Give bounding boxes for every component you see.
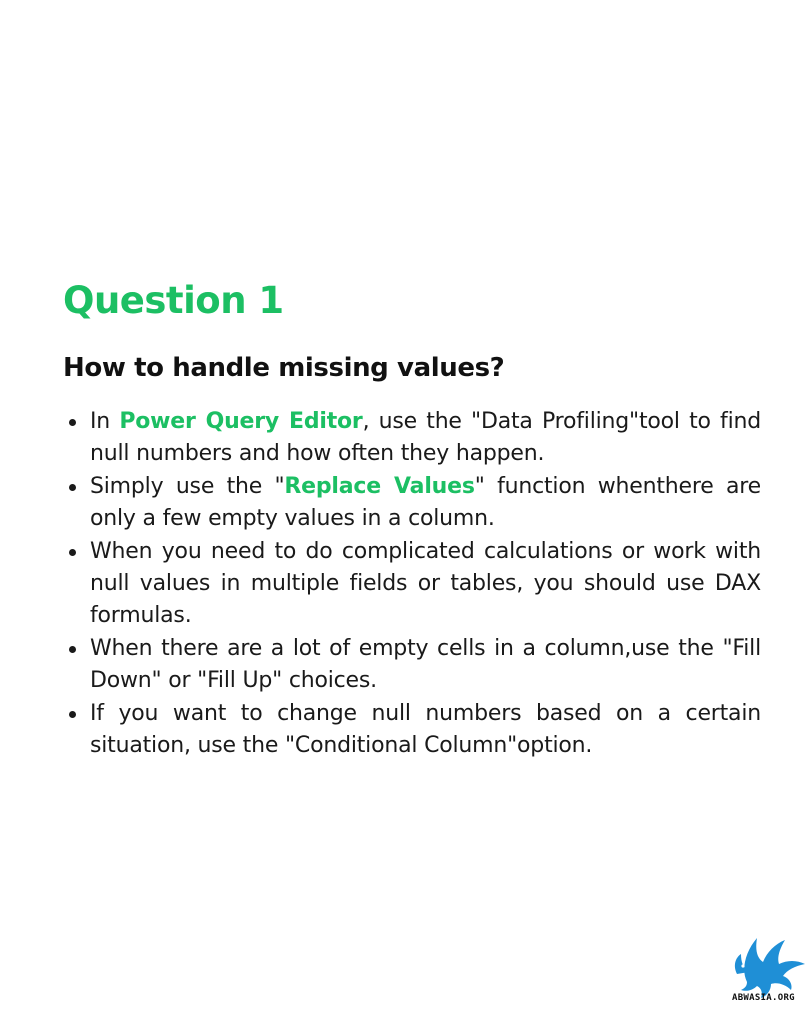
bullet-dot	[69, 419, 76, 426]
logo-text: ABWASIA.ORG	[732, 993, 795, 1003]
bullet-dot	[69, 548, 76, 556]
question-title: Question 1	[63, 279, 284, 322]
list-item: If you want to change null numbers based…	[63, 698, 761, 763]
bullet-text-after: , use the "Data Profiling"tool to find n…	[90, 409, 762, 467]
bullet-text: When you need to do complicated calculat…	[90, 538, 761, 629]
bullet-text-before: In	[90, 409, 120, 434]
bird-logo-icon	[734, 938, 805, 998]
bullet-dot	[69, 483, 76, 491]
list-item: Simply use the "Replace Values" function…	[63, 471, 761, 536]
bullet-dot	[69, 710, 76, 718]
question-subtitle: How to handle missing values?	[63, 353, 505, 383]
list-item: When there are a lot of empty cells in a…	[63, 633, 761, 698]
list-item: In Power Query Editor, use the "Data Pro…	[63, 406, 761, 471]
bullet-text: If you want to change null numbers based…	[90, 700, 761, 759]
bullet-text-after: " function whenthere are only a few empt…	[90, 473, 761, 532]
bullet-text-before: Simply use the "	[90, 473, 285, 499]
bullet-text: When there are a lot of empty cells in a…	[90, 635, 761, 694]
highlight-replace-values: Replace Values	[284, 473, 475, 499]
answer-list: In Power Query Editor, use the "Data Pro…	[63, 406, 761, 762]
list-item: When you need to do complicated calculat…	[63, 536, 761, 633]
bullet-dot	[69, 645, 76, 653]
highlight-power-query-editor: Power Query Editor	[119, 409, 363, 434]
